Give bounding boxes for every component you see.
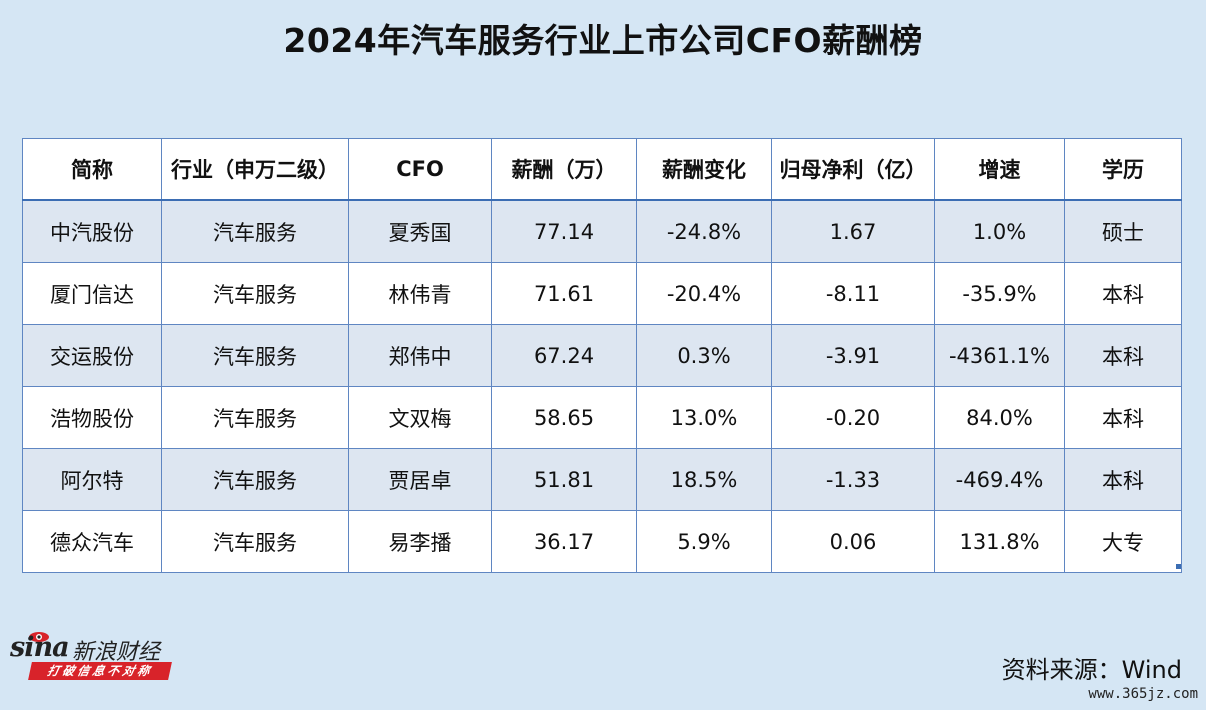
cfo-salary-table: 简称 行业（申万二级） CFO 薪酬（万） 薪酬变化 归母净利（亿） 增速 学历… [22, 138, 1182, 573]
cell-growth: 1.0% [934, 199, 1065, 263]
cell-salary-change: 18.5% [636, 448, 772, 511]
table-resize-handle [1176, 564, 1181, 569]
cell-education: 本科 [1064, 324, 1182, 387]
cell-education: 本科 [1064, 386, 1182, 449]
cell-net-profit: -8.11 [771, 262, 935, 325]
cell-growth: -4361.1% [934, 324, 1065, 387]
cell-cfo: 夏秀国 [348, 199, 492, 263]
cell-education: 本科 [1064, 448, 1182, 511]
cell-education: 本科 [1064, 262, 1182, 325]
header-salary: 薪酬（万） [491, 138, 637, 201]
table-row: 厦门信达 汽车服务 林伟青 71.61 -20.4% -8.11 -35.9% … [22, 262, 1182, 325]
cell-net-profit: 1.67 [771, 199, 935, 263]
cell-net-profit: 0.06 [771, 510, 935, 573]
brand-name: 新浪财经 [72, 640, 161, 665]
cell-cfo: 林伟青 [348, 262, 492, 325]
sina-eye-logo-icon [29, 632, 49, 642]
cell-salary-change: -20.4% [636, 262, 772, 325]
table-row: 阿尔特 汽车服务 贾居卓 51.81 18.5% -1.33 -469.4% 本… [22, 448, 1182, 511]
cell-industry: 汽车服务 [161, 448, 349, 511]
cell-industry: 汽车服务 [161, 324, 349, 387]
cell-short-name: 交运股份 [22, 324, 162, 387]
cell-growth: 84.0% [934, 386, 1065, 449]
cell-cfo: 贾居卓 [348, 448, 492, 511]
cell-short-name: 浩物股份 [22, 386, 162, 449]
cell-short-name: 阿尔特 [22, 448, 162, 511]
cell-growth: -469.4% [934, 448, 1065, 511]
table-row: 交运股份 汽车服务 郑伟中 67.24 0.3% -3.91 -4361.1% … [22, 324, 1182, 387]
cell-cfo: 易李播 [348, 510, 492, 573]
cell-salary-change: -24.8% [636, 199, 772, 263]
cell-cfo: 郑伟中 [348, 324, 492, 387]
header-net-profit: 归母净利（亿） [771, 138, 935, 201]
cell-salary: 71.61 [491, 262, 637, 325]
brand-slogan: 打破信息不对称 [28, 662, 172, 680]
cell-net-profit: -1.33 [771, 448, 935, 511]
cell-growth: -35.9% [934, 262, 1065, 325]
cell-industry: 汽车服务 [161, 386, 349, 449]
cell-growth: 131.8% [934, 510, 1065, 573]
header-short-name: 简称 [22, 138, 162, 201]
table-row: 中汽股份 汽车服务 夏秀国 77.14 -24.8% 1.67 1.0% 硕士 [22, 199, 1182, 263]
sina-finance-logo: sina 新浪财经 打破信息不对称 [8, 628, 178, 684]
cell-industry: 汽车服务 [161, 199, 349, 263]
sina-wordmark: sina [10, 632, 70, 663]
header-industry: 行业（申万二级） [161, 138, 349, 201]
cell-cfo: 文双梅 [348, 386, 492, 449]
cell-net-profit: -3.91 [771, 324, 935, 387]
cell-salary: 58.65 [491, 386, 637, 449]
table-row: 浩物股份 汽车服务 文双梅 58.65 13.0% -0.20 84.0% 本科 [22, 386, 1182, 449]
cell-short-name: 厦门信达 [22, 262, 162, 325]
cell-net-profit: -0.20 [771, 386, 935, 449]
watermark: www.365jz.com [1088, 686, 1198, 702]
cell-salary: 67.24 [491, 324, 637, 387]
cell-salary-change: 5.9% [636, 510, 772, 573]
table-header-row: 简称 行业（申万二级） CFO 薪酬（万） 薪酬变化 归母净利（亿） 增速 学历 [22, 138, 1182, 201]
cell-industry: 汽车服务 [161, 510, 349, 573]
table-row: 德众汽车 汽车服务 易李播 36.17 5.9% 0.06 131.8% 大专 [22, 510, 1182, 573]
header-growth: 增速 [934, 138, 1065, 201]
cell-salary-change: 13.0% [636, 386, 772, 449]
header-salary-change: 薪酬变化 [636, 138, 772, 201]
cell-industry: 汽车服务 [161, 262, 349, 325]
header-cfo: CFO [348, 138, 492, 201]
cell-salary-change: 0.3% [636, 324, 772, 387]
cell-short-name: 中汽股份 [22, 199, 162, 263]
cell-education: 硕士 [1064, 199, 1182, 263]
cell-salary: 77.14 [491, 199, 637, 263]
cell-salary: 36.17 [491, 510, 637, 573]
cell-short-name: 德众汽车 [22, 510, 162, 573]
cell-education: 大专 [1064, 510, 1182, 573]
header-education: 学历 [1064, 138, 1182, 201]
page-title: 2024年汽车服务行业上市公司CFO薪酬榜 [283, 21, 923, 60]
data-source: 资料来源：Wind [1001, 656, 1182, 684]
cell-salary: 51.81 [491, 448, 637, 511]
